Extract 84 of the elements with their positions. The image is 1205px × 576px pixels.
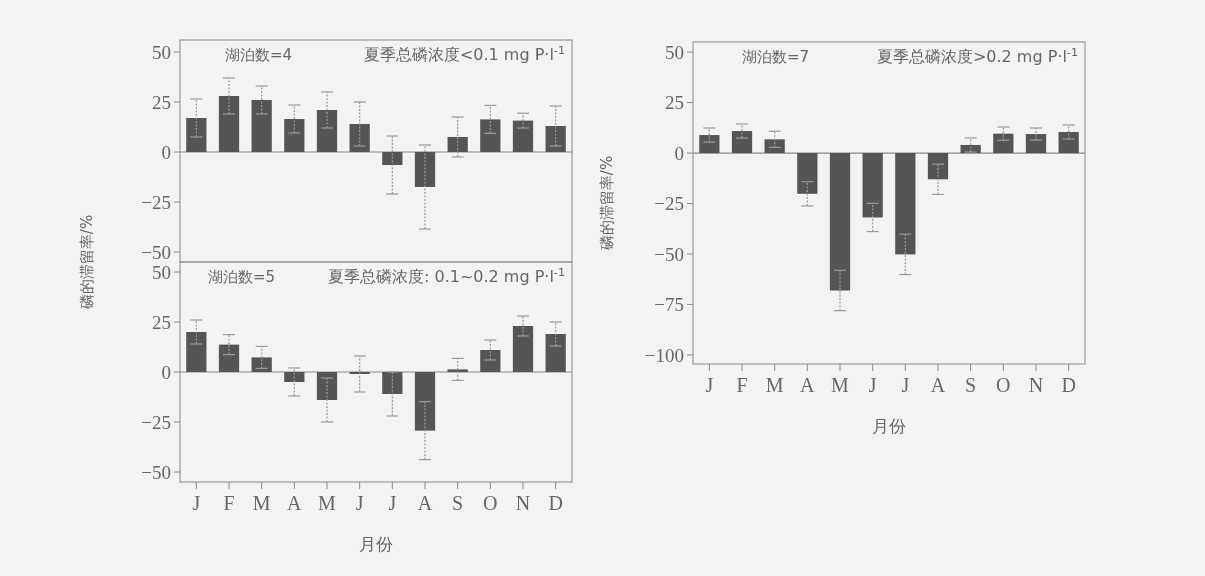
y-tick-label: −25 (141, 191, 171, 213)
bar (218, 96, 240, 152)
y-axis-title: 磷的滞留率/% (78, 214, 96, 311)
x-tick-label: D (1061, 374, 1076, 396)
annotation: 夏季总磷浓度: 0.1~0.2 mg P·l$^{-1}$ (327, 265, 565, 286)
annotation: 夏季总磷浓度>0.2 mg P·l$^{-1}$ (876, 45, 1078, 66)
x-tick-label: J (355, 492, 364, 514)
bar (414, 152, 436, 187)
bar (316, 110, 338, 152)
x-tick-label: A (287, 492, 303, 514)
x-tick-label: F (223, 492, 235, 514)
bar (480, 119, 501, 152)
y-tick-label: 50 (152, 41, 171, 63)
x-tick-label: N (515, 492, 531, 514)
bar (349, 124, 370, 152)
x-tick-label: A (800, 374, 816, 396)
y-tick-label: 50 (152, 261, 171, 283)
x-tick-label: M (318, 492, 337, 514)
bar (927, 153, 949, 180)
bar (251, 100, 272, 152)
bar (1058, 132, 1079, 154)
x-tick-label: F (736, 374, 748, 396)
x-tick-label: J (192, 492, 201, 514)
y-tick-label: −25 (141, 411, 171, 433)
bar (447, 137, 468, 152)
x-tick-label: J (388, 492, 397, 514)
x-tick-label: A (417, 492, 433, 514)
bar (545, 126, 566, 152)
bar (1025, 134, 1047, 154)
x-tick-label: N (1028, 374, 1044, 396)
y-tick-label: 25 (152, 91, 171, 113)
y-tick-label: −100 (644, 344, 684, 366)
bar (512, 326, 534, 372)
y-tick-label: 25 (665, 92, 684, 114)
bar (797, 153, 818, 194)
bar (218, 344, 240, 372)
x-tick-label: J (705, 374, 714, 396)
bar (284, 119, 305, 152)
bar (862, 153, 883, 218)
x-tick-label: O (996, 374, 1011, 396)
x-tick-label: D (548, 492, 563, 514)
bar (447, 369, 468, 372)
annotation: 湖泊数=7 (742, 48, 810, 66)
bar (699, 135, 720, 154)
bar (382, 372, 403, 394)
y-tick-label: 0 (161, 141, 171, 163)
bar (895, 153, 916, 255)
x-axis-title: 月份 (872, 416, 906, 436)
y-tick-label: 0 (161, 361, 171, 383)
y-axis-title: 磷的滞留率/% (598, 155, 616, 252)
annotation: 湖泊数=4 (225, 46, 293, 64)
y-tick-label: 25 (152, 311, 171, 333)
x-tick-label: O (483, 492, 498, 514)
x-tick-label: S (452, 492, 464, 514)
y-tick-label: −75 (654, 294, 684, 316)
annotation: 夏季总磷浓度<0.1 mg P·l$^{-1}$ (363, 43, 565, 64)
y-tick-label: −50 (141, 241, 171, 263)
x-tick-label: M (765, 374, 784, 396)
bar (512, 120, 534, 152)
y-tick-label: −50 (141, 461, 171, 483)
annotation: 湖泊数=5 (208, 268, 276, 286)
bar (829, 153, 851, 291)
x-axis-title: 月份 (359, 534, 393, 554)
x-tick-label: J (868, 374, 877, 396)
bar (186, 332, 207, 372)
x-tick-label: J (901, 374, 910, 396)
bar (414, 372, 436, 431)
bar (382, 152, 403, 165)
x-tick-label: S (965, 374, 977, 396)
bar (251, 357, 272, 372)
y-tick-label: −25 (654, 193, 684, 215)
bar (480, 350, 501, 372)
x-tick-label: A (930, 374, 946, 396)
bar (284, 372, 305, 382)
x-tick-label: M (252, 492, 271, 514)
bar (186, 118, 207, 152)
bar (731, 131, 753, 154)
bar (545, 334, 566, 372)
bar (993, 133, 1014, 154)
y-tick-label: 0 (674, 142, 684, 164)
y-tick-label: −50 (654, 243, 684, 265)
bar (764, 139, 785, 154)
x-tick-label: M (831, 374, 850, 396)
y-tick-label: 50 (665, 41, 684, 63)
